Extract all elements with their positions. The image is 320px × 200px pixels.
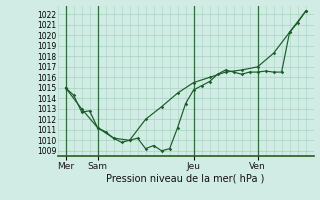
X-axis label: Pression niveau de la mer( hPa ): Pression niveau de la mer( hPa ) bbox=[107, 173, 265, 183]
